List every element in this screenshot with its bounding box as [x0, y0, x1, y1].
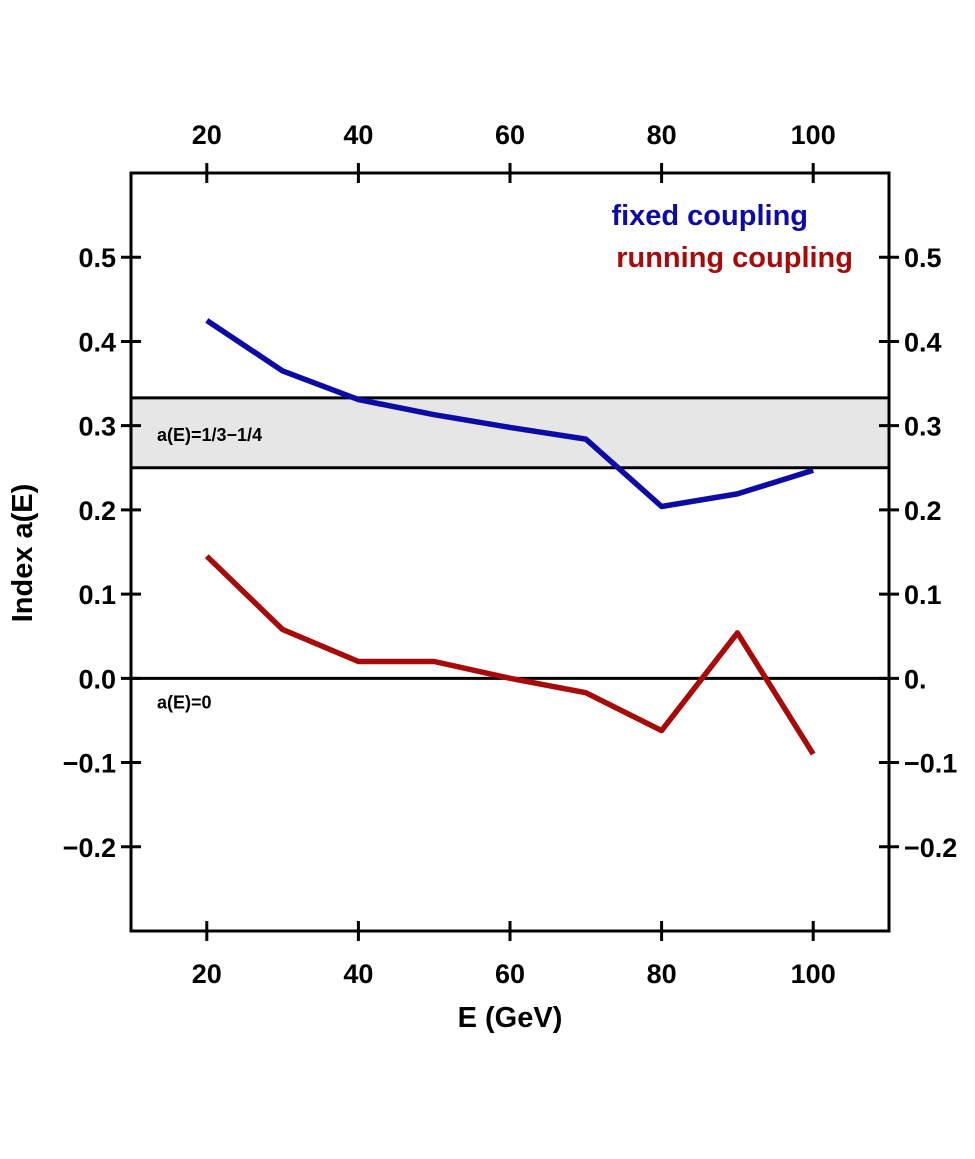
x-axis-title: E (GeV): [458, 1002, 563, 1034]
ticks-group: 20 20 40 40 60 60 80 80 100 100 0.5 0.5 0.4 0.4 0.3 0.3…: [63, 120, 958, 989]
series-line-running-coupling: [204, 554, 816, 756]
y-tick-label-right: 0.3: [904, 412, 942, 442]
y-tick-label-left: −0.2: [63, 833, 116, 863]
band-fill: [131, 397, 889, 468]
plot-frame: [129, 171, 891, 933]
x-tick-label-bottom: 20: [192, 959, 222, 989]
x-tick-label-bottom: 100: [791, 959, 836, 989]
legend-entry-running-coupling: running coupling: [616, 242, 853, 274]
y-tick-label-left: 0.1: [78, 580, 116, 610]
x-tick-label-bottom: 40: [343, 959, 373, 989]
x-tick-label-top: 60: [495, 120, 525, 150]
x-tick-label-top: 40: [343, 120, 373, 150]
series-line-fixed-coupling: [205, 318, 815, 510]
y-tick-label-left: 0.3: [78, 412, 116, 442]
band-label: a(E)=1/3−1/4: [157, 425, 262, 445]
y-tick-label-right: 0.2: [904, 496, 942, 526]
y-tick-label-right: 0.4: [904, 327, 942, 357]
x-tick-label-top: 80: [647, 120, 677, 150]
legend-entry-fixed-coupling: fixed coupling: [611, 200, 808, 232]
y-tick-label-left: 0.4: [78, 327, 116, 357]
y-tick-label-right: 0.1: [904, 580, 942, 610]
y-tick-label-left: 0.5: [78, 243, 116, 273]
y-axis-title: Index a(E): [7, 484, 39, 623]
y-tick-label-right: −0.2: [904, 833, 957, 863]
x-tick-label-bottom: 80: [647, 959, 677, 989]
y-tick-label-right: 0.: [904, 664, 927, 694]
zero-line-label: a(E)=0: [157, 692, 212, 712]
y-tick-label-left: 0.2: [78, 496, 116, 526]
y-tick-label-left: −0.1: [63, 749, 116, 779]
x-tick-label-bottom: 60: [495, 959, 525, 989]
y-tick-label-right: −0.1: [904, 749, 957, 779]
series-group: [204, 318, 816, 756]
y-tick-label-left: 0.0: [78, 664, 116, 694]
y-tick-label-right: 0.5: [904, 243, 942, 273]
x-tick-label-top: 100: [791, 120, 836, 150]
x-tick-label-top: 20: [192, 120, 222, 150]
